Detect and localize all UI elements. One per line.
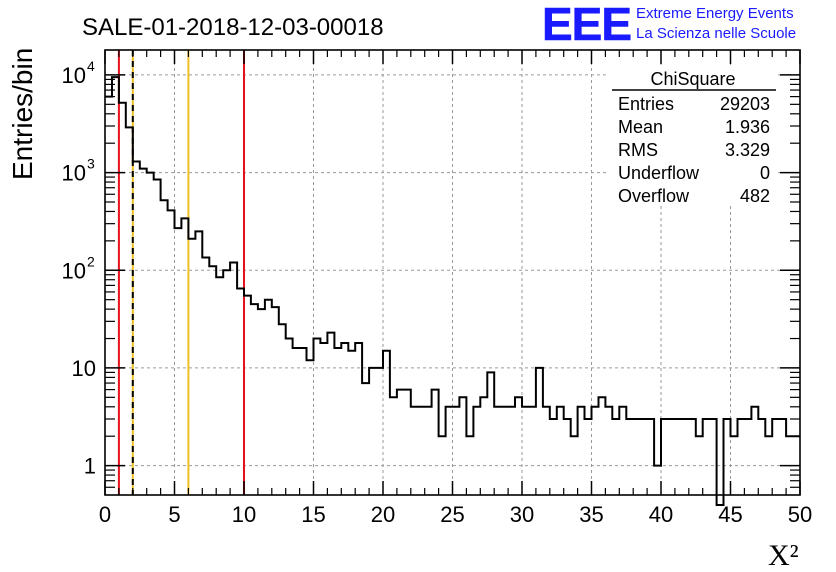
axis-ticks (104, 50, 801, 495)
y-tick-exponent: 2 (87, 253, 95, 269)
y-tick-label: 10 (62, 63, 86, 88)
stats-value: 0 (760, 163, 770, 183)
stats-label: Overflow (618, 186, 690, 206)
x-tick-label: 5 (168, 502, 180, 527)
y-axis-label: Entries/bin (7, 48, 38, 180)
x-tick-label: 25 (440, 502, 464, 527)
logo-line-1: Extreme Energy Events (636, 5, 794, 22)
reference-lines (117, 50, 245, 495)
y-tick-label: 10 (62, 258, 86, 283)
stats-value: 1.936 (725, 117, 770, 137)
y-tick-label: 1 (84, 454, 96, 479)
y-tick-exponent: 4 (87, 58, 95, 74)
histogram-series (105, 76, 800, 506)
stats-value: 482 (740, 186, 770, 206)
stats-title: ChiSquare (650, 69, 735, 89)
x-tick-label: 50 (788, 502, 812, 527)
x-tick-label: 40 (649, 502, 673, 527)
stats-label: Entries (618, 94, 674, 114)
eee-logo: EEE (542, 0, 631, 50)
stats-label: Underflow (618, 163, 700, 183)
logo-line-2: La Scienza nelle Scuole (636, 25, 796, 42)
stats-value: 3.329 (725, 140, 770, 160)
y-tick-label: 10 (62, 161, 86, 186)
stats-label: Mean (618, 117, 663, 137)
x-tick-label: 20 (371, 502, 395, 527)
stats-value: 29203 (720, 94, 770, 114)
x-tick-label: 15 (301, 502, 325, 527)
x-tick-label: 35 (579, 502, 603, 527)
y-tick-exponent: 3 (87, 156, 95, 172)
stats-label: RMS (618, 140, 658, 160)
y-tick-label: 10 (72, 356, 96, 381)
x-tick-labels: 0 5 10 15 20 25 30 35 40 45 50 (99, 502, 812, 527)
plot-title: SALE-01-2018-12-03-00018 (82, 14, 384, 41)
x-tick-label: 30 (510, 502, 534, 527)
stats-box: ChiSquare Entries 29203 Mean 1.936 RMS 3.329 U… (608, 66, 778, 206)
x-axis-label: X² (768, 539, 799, 572)
x-tick-label: 0 (99, 502, 111, 527)
x-tick-label: 45 (718, 502, 742, 527)
x-tick-label: 10 (232, 502, 256, 527)
